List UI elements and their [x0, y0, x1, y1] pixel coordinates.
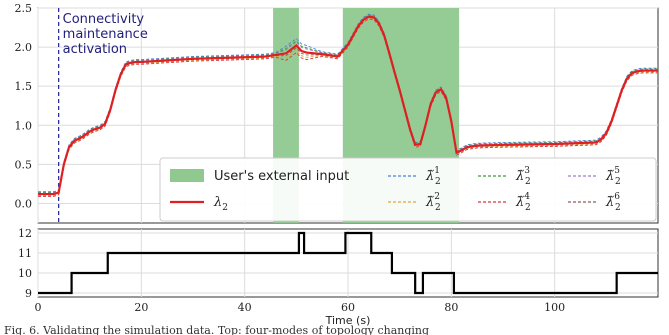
bottom-panel: 9 10 11 12 0 20 40 60 80 100 Time (s) [18, 227, 659, 327]
x-tick-label: 40 [238, 301, 252, 314]
top-y-tick-label: 0.5 [15, 158, 33, 171]
bottom-y-tick-label: 12 [18, 227, 32, 240]
connectivity-step-line [38, 231, 658, 295]
annotation-text: Connectivity [63, 12, 145, 27]
top-panel: 0.0 0.5 1.0 1.5 2.0 2.5 Connectivitymaintenan… [15, 2, 659, 224]
legend-patch [170, 169, 204, 182]
legend-label: λ̃3 2 [515, 166, 531, 187]
lambda2-series-line [38, 15, 658, 196]
top-series [38, 13, 658, 197]
bottom-x-ticks: 0 20 40 60 80 100 [35, 301, 566, 314]
bottom-y-tick-label: 11 [18, 247, 32, 260]
legend-label: λ̃1 2 [425, 166, 441, 187]
legend-label: User's external input [214, 169, 349, 184]
bottom-y-ticks: 9 10 11 12 [18, 227, 32, 300]
annotation-text: activation [63, 42, 127, 57]
top-y-tick-label: 0.0 [15, 197, 33, 210]
legend-label: λ̃4 2 [515, 192, 531, 213]
bottom-y-tick-label: 9 [25, 287, 32, 300]
annotation-text: maintenance [63, 27, 148, 42]
legend-label: λ̃2 2 [425, 192, 441, 213]
x-tick-label: 0 [35, 301, 42, 314]
legend-box [159, 157, 657, 222]
top-y-tick-label: 2.0 [15, 41, 33, 54]
x-tick-label: 80 [444, 301, 458, 314]
x-tick-label: 60 [341, 301, 355, 314]
top-y-tick-label: 1.5 [15, 80, 33, 93]
x-tick-label: 100 [544, 301, 565, 314]
top-y-tick-label: 2.5 [15, 2, 33, 15]
bottom-y-tick-label: 10 [18, 267, 32, 280]
bottom-series [38, 231, 658, 295]
x-tick-label: 20 [134, 301, 148, 314]
top-y-tick-label: 1.0 [15, 119, 33, 132]
legend-label: λ̃6 2 [605, 192, 621, 213]
figure-caption: Fig. 6. Validating the simulation data. … [4, 324, 429, 335]
legend-label: λ̃5 2 [605, 166, 621, 187]
top-y-ticks: 0.0 0.5 1.0 1.5 2.0 2.5 [15, 2, 33, 210]
x-axis-label: Time (s) [325, 314, 371, 327]
